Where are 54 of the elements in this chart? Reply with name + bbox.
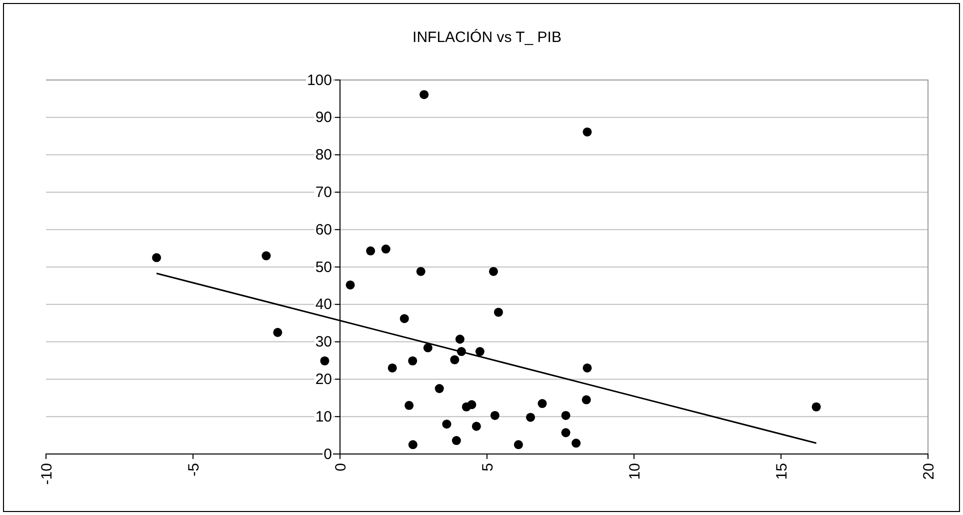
x-tick-label: -5 bbox=[185, 463, 202, 476]
point bbox=[455, 334, 464, 344]
point bbox=[434, 384, 444, 394]
x-tick-label: 5 bbox=[479, 463, 496, 472]
y-tick-label: 30 bbox=[315, 334, 332, 351]
point bbox=[416, 266, 426, 276]
point bbox=[812, 402, 821, 412]
point bbox=[420, 90, 429, 100]
point bbox=[262, 251, 271, 260]
point bbox=[452, 436, 461, 446]
point bbox=[475, 347, 484, 356]
point bbox=[582, 127, 592, 136]
point bbox=[514, 440, 523, 450]
point bbox=[572, 438, 581, 448]
y-tick-label: 10 bbox=[315, 408, 332, 426]
point bbox=[450, 355, 460, 364]
point bbox=[494, 308, 503, 317]
chart-title: INFLACIÓN vs T_ PIB bbox=[412, 28, 562, 46]
x-tick-label: 0 bbox=[332, 463, 350, 472]
x-tick-label: 15 bbox=[773, 463, 790, 480]
x-tick-label: 10 bbox=[626, 463, 644, 480]
point bbox=[442, 420, 452, 429]
y-tick-label: 40 bbox=[315, 296, 332, 314]
point bbox=[561, 410, 570, 420]
y-tick-label: 70 bbox=[315, 184, 332, 201]
point bbox=[346, 280, 355, 290]
point bbox=[408, 356, 418, 366]
point bbox=[388, 363, 397, 372]
point bbox=[273, 328, 282, 337]
point bbox=[320, 356, 330, 366]
point bbox=[408, 440, 418, 450]
y-tick-label: 20 bbox=[315, 371, 332, 388]
point bbox=[582, 395, 591, 404]
y-tick-label: 60 bbox=[315, 221, 332, 238]
y-tick-label: 90 bbox=[315, 109, 332, 126]
point bbox=[366, 246, 376, 256]
y-tick-label: 50 bbox=[315, 258, 332, 276]
point bbox=[467, 400, 476, 410]
point bbox=[423, 343, 432, 352]
x-tick-label: 20 bbox=[920, 463, 938, 480]
point bbox=[526, 412, 536, 422]
point bbox=[582, 363, 592, 372]
point bbox=[472, 422, 481, 431]
point bbox=[561, 428, 570, 438]
y-tick-label: 80 bbox=[315, 146, 332, 164]
y-tick-label: 100 bbox=[306, 72, 332, 89]
point bbox=[538, 399, 547, 408]
point bbox=[381, 244, 390, 254]
point bbox=[404, 400, 414, 410]
point bbox=[400, 314, 409, 324]
point bbox=[152, 253, 162, 262]
x-tick-label: -10 bbox=[38, 463, 56, 485]
point bbox=[490, 410, 500, 420]
point bbox=[488, 266, 498, 276]
